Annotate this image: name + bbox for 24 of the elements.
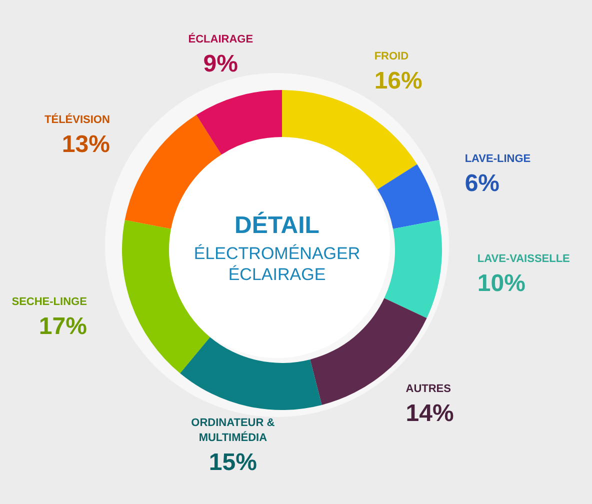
slice-label: LAVE-VAISSELLE — [477, 252, 570, 265]
text: ÉLECTROMÉNAGER ÉCLAIRAGE — [194, 244, 360, 284]
data-label: 14% — [406, 400, 454, 428]
data-label: 16% — [374, 67, 422, 94]
data-label: 10% — [477, 270, 526, 297]
donut-slice — [196, 90, 282, 155]
data-label: 6% — [464, 170, 500, 198]
slice-label: AUTRES — [406, 383, 451, 396]
data-label: 17% — [38, 312, 87, 340]
data-label: 13% — [62, 130, 110, 158]
text: DÉTAIL — [234, 211, 320, 239]
data-label: 9% — [203, 50, 238, 78]
donut-slice — [377, 164, 440, 229]
donut-slice — [124, 114, 222, 229]
slice-label: TÉLÉVISION — [44, 112, 110, 126]
donut-slice — [180, 337, 322, 410]
donut-slice — [282, 90, 418, 190]
data-label: 15% — [208, 449, 257, 476]
slice-label: SECHE-LINGE — [12, 296, 87, 308]
slice-label: ÉCLAIRAGE — [188, 32, 254, 46]
slice-label: LAVE-LINGE — [464, 153, 531, 166]
slice-label: ORDINATEUR & MULTIMÉDIA — [191, 417, 275, 444]
donut-slice — [384, 220, 442, 318]
slice-label: FROID — [374, 50, 409, 62]
